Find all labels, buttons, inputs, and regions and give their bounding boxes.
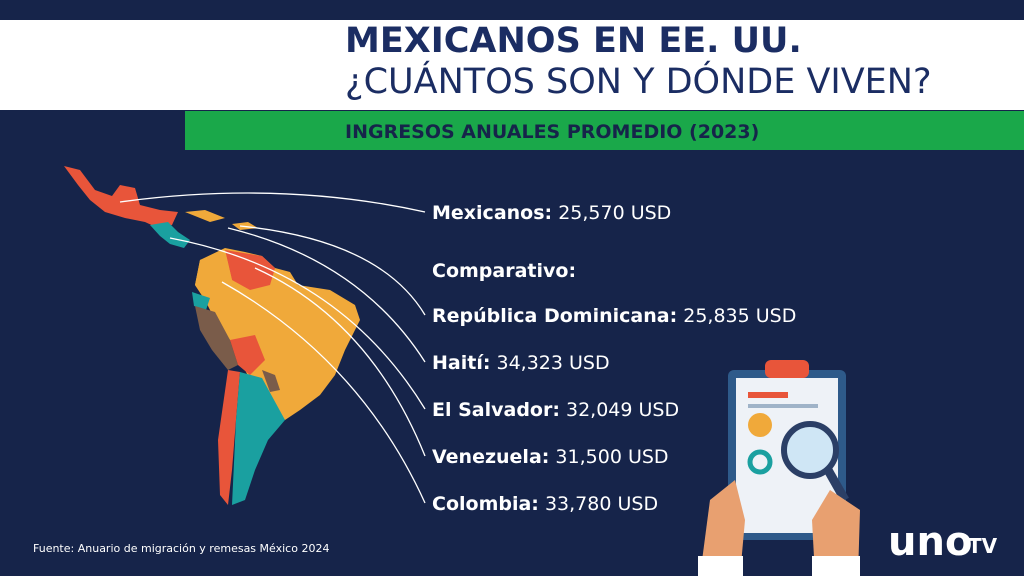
bolivia — [230, 335, 265, 375]
comparison-item: Colombia: 33,780 USD — [432, 493, 658, 515]
argentina — [232, 372, 285, 505]
bar-decor — [748, 392, 788, 398]
item-label: Haití: — [432, 352, 490, 374]
logo-suffix: TV — [968, 534, 998, 558]
item-label: República Dominicana: — [432, 305, 677, 327]
green-band — [185, 111, 1024, 150]
connector — [119, 192, 426, 213]
comparison-item: República Dominicana: 25,835 USD — [432, 305, 796, 327]
connectors — [119, 192, 426, 504]
item-value: 33,780 USD — [545, 493, 658, 515]
pie-decor — [748, 413, 772, 437]
cuff — [812, 556, 860, 576]
clip — [765, 360, 809, 378]
item-value: 25,835 USD — [683, 305, 796, 327]
item-value: 25,570 USD — [558, 202, 671, 224]
magnifier-handle — [824, 467, 849, 503]
chile — [218, 370, 240, 505]
item-label: Mexicanos: — [432, 202, 552, 224]
magnifier — [781, 421, 839, 479]
comparison-heading: Comparativo: — [432, 260, 576, 282]
left-hand — [700, 480, 745, 576]
comparison-item: Venezuela: 31,500 USD — [432, 446, 669, 468]
logo-brand: uno — [888, 519, 972, 565]
connector — [239, 225, 426, 316]
right-hand — [812, 490, 860, 576]
source: Fuente: Anuario de migración y remesas M… — [33, 542, 329, 555]
title: MEXICANOS EN EE. UU. — [345, 21, 802, 61]
comparison-list: República Dominicana: 25,835 USD Haití: 3… — [432, 305, 796, 515]
item-label: Venezuela: — [432, 446, 549, 468]
donut-decor — [747, 449, 773, 475]
cuba — [185, 210, 225, 222]
item-value: 31,500 USD — [555, 446, 668, 468]
venezuela — [225, 250, 275, 290]
comparison-item: Haití: 34,323 USD — [432, 352, 610, 374]
item-label: El Salvador: — [432, 399, 560, 421]
item-value: 34,323 USD — [496, 352, 609, 374]
connector — [254, 267, 426, 457]
central-america — [150, 222, 190, 248]
main-item: Mexicanos: 25,570 USD — [432, 202, 671, 224]
colombia — [195, 250, 232, 300]
ecuador — [192, 292, 210, 310]
band-text: INGRESOS ANUALES PROMEDIO (2023) — [345, 121, 759, 143]
connector — [221, 281, 426, 504]
title-band — [0, 20, 1024, 110]
cuff — [698, 556, 743, 576]
line-decor — [748, 404, 818, 408]
connector — [169, 237, 426, 410]
item-value: 32,049 USD — [566, 399, 679, 421]
comparison-item: El Salvador: 32,049 USD — [432, 399, 679, 421]
item-label: Colombia: — [432, 493, 539, 515]
subtitle: ¿CUÁNTOS SON Y DÓNDE VIVEN? — [345, 60, 932, 102]
mexico — [64, 166, 178, 228]
clipboard-illustration — [698, 360, 860, 576]
connector — [227, 227, 426, 363]
paraguay — [262, 370, 280, 392]
peru — [195, 306, 238, 370]
